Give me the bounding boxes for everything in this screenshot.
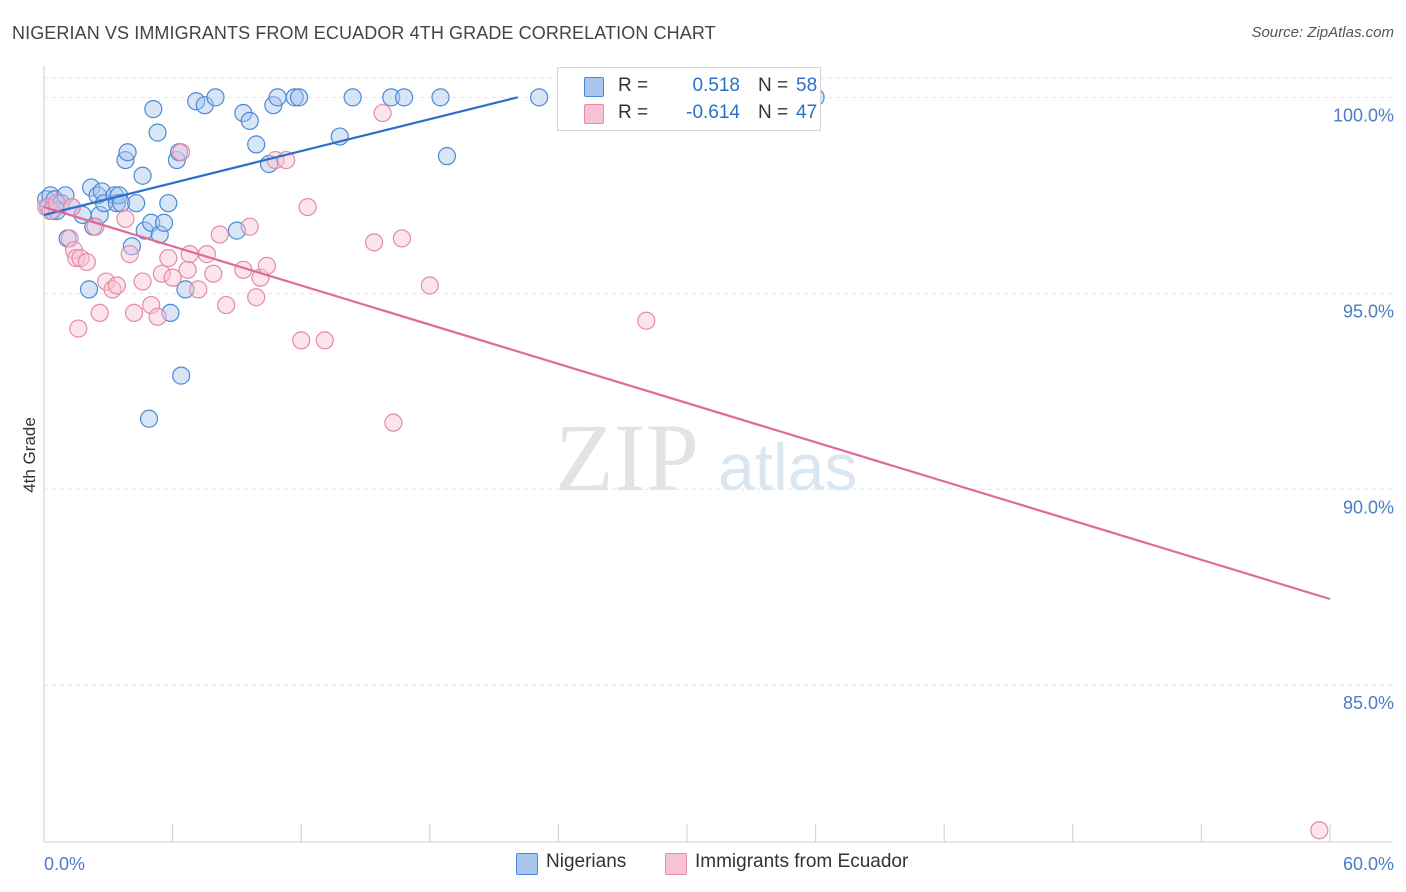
ecuador-point (1310, 821, 1329, 840)
series-legend-swatch-ecuador (665, 853, 687, 875)
legend-n-value-nigerians: 58 (796, 75, 818, 96)
legend-n-value-ecuador: 47 (796, 102, 818, 123)
nigerian-point (172, 366, 191, 385)
legend-swatch-ecuador (584, 104, 604, 124)
ecuador-point (315, 331, 334, 350)
nigerian-point (139, 409, 159, 428)
nigerian-point (247, 135, 266, 154)
tick-labels: 0.0% 60.0% 4th Grade 100.0% 95.0% 90.0% 85.… (20, 105, 1394, 874)
legend-r-label: R = (618, 75, 649, 96)
ecuador-point (152, 264, 171, 283)
ecuador-point (90, 303, 109, 323)
trend-lines (43, 96, 1331, 601)
legend-n-label: N = (758, 75, 789, 96)
y-tick-label: 90.0% (1343, 497, 1394, 517)
nigerian-point (394, 88, 414, 107)
ecuador-point (77, 252, 96, 272)
nigerian-point (176, 280, 195, 299)
x-tick-label-min: 0.0% (44, 854, 85, 874)
ecuador-point (298, 197, 317, 217)
ecuador-point (217, 295, 236, 315)
nigerian-point (144, 100, 163, 119)
chart-title: NIGERIAN VS IMMIGRANTS FROM ECUADOR 4TH … (12, 23, 716, 43)
legend-r-label: R = (618, 102, 649, 123)
y-tick-label: 95.0% (1343, 301, 1394, 321)
ecuador-point (60, 229, 79, 248)
nigerian-point (206, 88, 225, 107)
nigerian-point (343, 88, 362, 107)
ecuador-point (69, 319, 88, 338)
ecuador-point (373, 103, 392, 123)
y-axis-title: 4th Grade (20, 417, 39, 493)
axes (43, 66, 1392, 843)
nigerian-point (382, 88, 401, 107)
nigerian-point (437, 147, 457, 166)
ecuador-point (148, 307, 167, 326)
y-tick-label: 100.0% (1333, 105, 1394, 125)
ecuador-point (204, 264, 223, 283)
ecuador-point (67, 248, 86, 268)
ecuador-point (124, 303, 144, 323)
ecuador-point (116, 209, 135, 228)
legend-swatch-nigerians (584, 77, 604, 97)
nigerian-trend-line (43, 96, 518, 216)
ecuador-point (189, 280, 208, 299)
ecuador-point (392, 229, 412, 248)
nigerian-point (268, 88, 287, 107)
ecuador-point (120, 245, 139, 264)
nigerian-point (530, 88, 549, 107)
ecuador-point (637, 311, 656, 330)
nigerian-point (240, 111, 259, 130)
gridlines (44, 77, 1392, 686)
watermark: ZIP atlas (555, 404, 857, 511)
ecuador-point (364, 233, 384, 252)
legend-r-value-ecuador: -0.614 (686, 102, 740, 123)
nigerian-point (289, 88, 309, 107)
legend-r-value-nigerians: 0.518 (692, 75, 740, 96)
ecuador-point (384, 413, 403, 432)
nigerian-point (148, 123, 167, 142)
x-tick-label-max: 60.0% (1343, 854, 1394, 874)
y-tick-label: 85.0% (1343, 693, 1394, 713)
ecuador-point (142, 295, 161, 315)
ecuador-point (163, 268, 182, 287)
ecuador-point (107, 276, 126, 295)
nigerian-point (127, 194, 146, 213)
ecuador-point (420, 276, 439, 295)
ecuador-point (159, 248, 178, 268)
nigerian-point (187, 92, 206, 111)
nigerian-point (118, 143, 137, 162)
nigerian-point (133, 166, 152, 185)
ecuador-point (257, 256, 277, 275)
watermark-zip: ZIP (555, 404, 699, 511)
ecuador-point (292, 331, 311, 350)
ecuador-point (178, 260, 197, 279)
nigerian-point (431, 88, 450, 107)
series-legend-swatch-nigerians (516, 853, 538, 875)
nigerian-point (154, 213, 174, 232)
ecuador-point (210, 225, 229, 244)
ecuador-point (240, 217, 259, 236)
watermark-atlas: atlas (718, 430, 857, 504)
nigerian-point (285, 88, 304, 107)
ecuador-point (133, 272, 152, 291)
stats-legend: R = 0.518 N = 58 R = -0.614 N = 47 (557, 67, 821, 131)
chart-source: Source: ZipAtlas.com (1251, 24, 1394, 41)
nigerian-point (79, 280, 99, 299)
series-legend-label-nigerians: Nigerians (546, 851, 627, 872)
nigerian-point (159, 194, 178, 213)
ecuador-point (172, 143, 191, 162)
ecuador-trend-line (43, 206, 1331, 601)
legend-n-label: N = (758, 102, 789, 123)
ecuador-point (247, 288, 266, 307)
series-legend-label-ecuador: Immigrants from Ecuador (695, 851, 909, 872)
